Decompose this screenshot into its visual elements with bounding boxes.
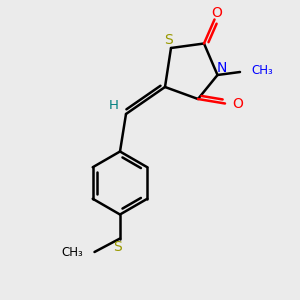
Text: N: N	[217, 61, 227, 75]
Text: CH₃: CH₃	[61, 246, 83, 259]
Text: CH₃: CH₃	[251, 64, 273, 77]
Text: O: O	[212, 6, 222, 20]
Text: H: H	[109, 99, 119, 112]
Text: O: O	[232, 97, 243, 110]
Text: S: S	[164, 33, 173, 46]
Text: S: S	[112, 240, 122, 254]
